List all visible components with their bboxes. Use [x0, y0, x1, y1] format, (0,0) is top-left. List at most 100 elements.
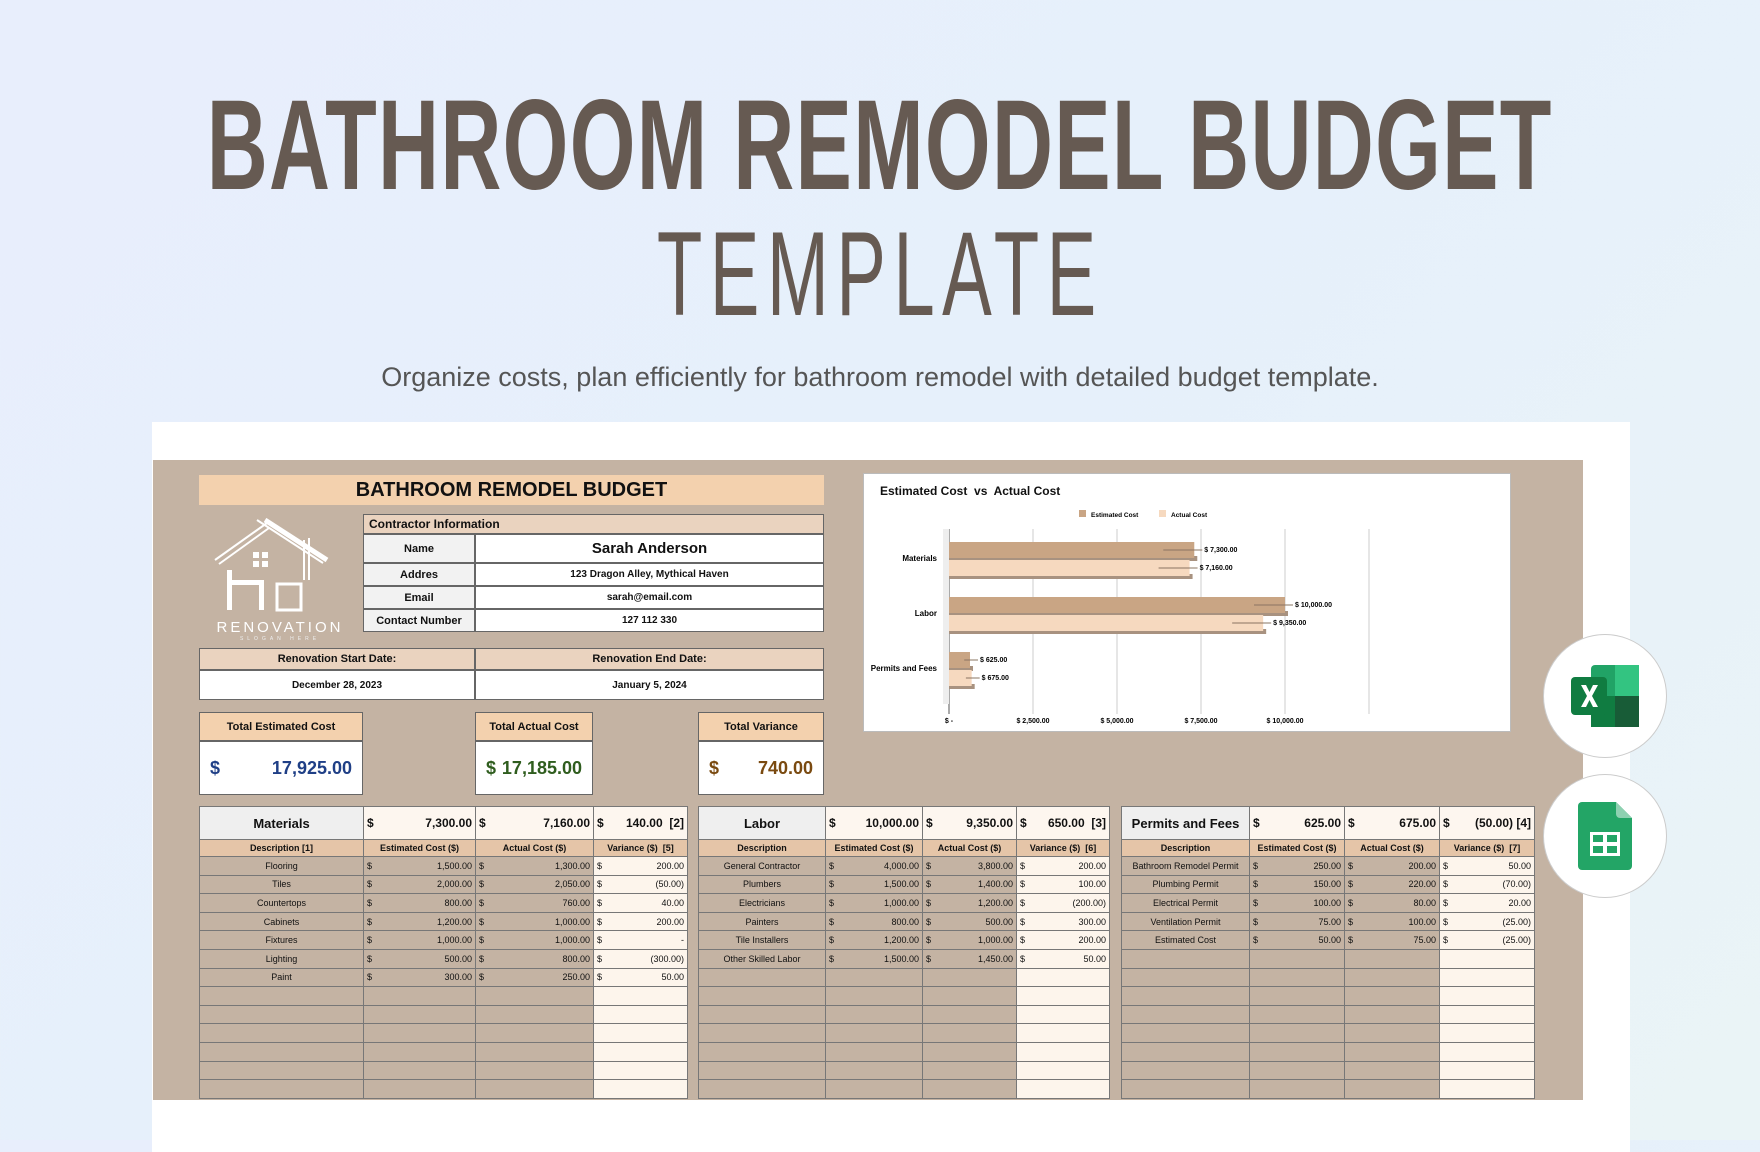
- amount-cell[interactable]: $ (300.00): [593, 948, 688, 969]
- amount-cell[interactable]: [1439, 1023, 1535, 1043]
- description-cell[interactable]: Bathroom Remodel Permit: [1121, 856, 1250, 876]
- amount-cell[interactable]: $ -: [593, 930, 688, 950]
- amount-cell[interactable]: $1,500.00: [825, 948, 923, 969]
- amount-cell[interactable]: $100.00: [1249, 893, 1345, 913]
- amount-cell[interactable]: [1439, 967, 1535, 988]
- amount-cell[interactable]: $1,000.00: [363, 930, 476, 950]
- amount-cell[interactable]: [1016, 1004, 1110, 1025]
- amount-cell[interactable]: $100.00: [1344, 911, 1440, 932]
- amount-cell[interactable]: $1,500.00: [363, 856, 476, 876]
- amount-cell[interactable]: $ (25.00): [1439, 930, 1535, 950]
- amount-cell[interactable]: [922, 967, 1017, 988]
- amount-cell[interactable]: $1,200.00: [363, 911, 476, 932]
- description-cell[interactable]: Plumbing Permit: [1121, 874, 1250, 895]
- amount-cell[interactable]: $1,400.00: [922, 874, 1017, 895]
- amount-cell[interactable]: $50.00: [1439, 856, 1535, 876]
- amount-cell[interactable]: [1439, 986, 1535, 1006]
- amount-cell[interactable]: [475, 1060, 594, 1081]
- amount-cell[interactable]: [922, 1060, 1017, 1081]
- amount-cell[interactable]: $500.00: [922, 911, 1017, 932]
- amount-cell[interactable]: [593, 1041, 688, 1062]
- amount-cell[interactable]: [363, 1004, 476, 1025]
- amount-cell[interactable]: [922, 1041, 1017, 1062]
- description-cell[interactable]: [199, 1023, 364, 1043]
- amount-cell[interactable]: $1,000.00: [475, 911, 594, 932]
- description-cell[interactable]: [199, 986, 364, 1006]
- amount-cell[interactable]: $300.00: [363, 967, 476, 988]
- description-cell[interactable]: [1121, 1041, 1250, 1062]
- amount-cell[interactable]: $ (50.00): [593, 874, 688, 895]
- amount-cell[interactable]: $ (25.00): [1439, 911, 1535, 932]
- description-cell[interactable]: [698, 1023, 826, 1043]
- amount-cell[interactable]: $3,800.00: [922, 856, 1017, 876]
- amount-cell[interactable]: $1,300.00: [475, 856, 594, 876]
- amount-cell[interactable]: [1344, 948, 1440, 969]
- amount-cell[interactable]: [1439, 1041, 1535, 1062]
- description-cell[interactable]: [199, 1060, 364, 1081]
- amount-cell[interactable]: [1344, 967, 1440, 988]
- amount-cell[interactable]: [593, 986, 688, 1006]
- amount-cell[interactable]: [475, 1004, 594, 1025]
- description-cell[interactable]: Tiles: [199, 874, 364, 895]
- amount-cell[interactable]: [593, 1060, 688, 1081]
- amount-cell[interactable]: $4,000.00: [825, 856, 923, 876]
- amount-cell[interactable]: $150.00: [1249, 874, 1345, 895]
- description-cell[interactable]: Countertops: [199, 893, 364, 913]
- amount-cell[interactable]: [1016, 967, 1110, 988]
- amount-cell[interactable]: $300.00: [1016, 911, 1110, 932]
- amount-cell[interactable]: $20.00: [1439, 893, 1535, 913]
- amount-cell[interactable]: [1249, 1004, 1345, 1025]
- amount-cell[interactable]: [1249, 948, 1345, 969]
- amount-cell[interactable]: [1439, 1060, 1535, 1081]
- description-cell[interactable]: [1121, 967, 1250, 988]
- amount-cell[interactable]: [1016, 1060, 1110, 1081]
- amount-cell[interactable]: [1439, 1004, 1535, 1025]
- amount-cell[interactable]: $75.00: [1249, 911, 1345, 932]
- google-sheets-button[interactable]: [1543, 774, 1667, 898]
- excel-button[interactable]: [1543, 634, 1667, 758]
- amount-cell[interactable]: [922, 1004, 1017, 1025]
- amount-cell[interactable]: $1,200.00: [922, 893, 1017, 913]
- description-cell[interactable]: [698, 967, 826, 988]
- amount-cell[interactable]: [1344, 1023, 1440, 1043]
- amount-cell[interactable]: [1344, 1041, 1440, 1062]
- description-cell[interactable]: Painters: [698, 911, 826, 932]
- amount-cell[interactable]: $800.00: [475, 948, 594, 969]
- amount-cell[interactable]: $500.00: [363, 948, 476, 969]
- amount-cell[interactable]: [593, 1004, 688, 1025]
- amount-cell[interactable]: $200.00: [593, 856, 688, 876]
- amount-cell[interactable]: [1344, 1079, 1440, 1099]
- amount-cell[interactable]: $800.00: [825, 911, 923, 932]
- description-cell[interactable]: Other Skilled Labor: [698, 948, 826, 969]
- description-cell[interactable]: Cabinets: [199, 911, 364, 932]
- amount-cell[interactable]: $220.00: [1344, 874, 1440, 895]
- amount-cell[interactable]: [363, 1079, 476, 1099]
- description-cell[interactable]: [698, 986, 826, 1006]
- description-cell[interactable]: [698, 1079, 826, 1099]
- amount-cell[interactable]: $200.00: [593, 911, 688, 932]
- amount-cell[interactable]: $50.00: [1016, 948, 1110, 969]
- amount-cell[interactable]: $2,050.00: [475, 874, 594, 895]
- amount-cell[interactable]: [922, 1023, 1017, 1043]
- amount-cell[interactable]: [1249, 986, 1345, 1006]
- amount-cell[interactable]: $250.00: [475, 967, 594, 988]
- description-cell[interactable]: [1121, 1023, 1250, 1043]
- amount-cell[interactable]: [1249, 1079, 1345, 1099]
- amount-cell[interactable]: [825, 1079, 923, 1099]
- description-cell[interactable]: [1121, 1060, 1250, 1081]
- amount-cell[interactable]: [1439, 948, 1535, 969]
- amount-cell[interactable]: $200.00: [1344, 856, 1440, 876]
- amount-cell[interactable]: $760.00: [475, 893, 594, 913]
- amount-cell[interactable]: [1344, 1004, 1440, 1025]
- description-cell[interactable]: Tile Installers: [698, 930, 826, 950]
- amount-cell[interactable]: $1,000.00: [922, 930, 1017, 950]
- amount-cell[interactable]: [825, 986, 923, 1006]
- amount-cell[interactable]: $200.00: [1016, 856, 1110, 876]
- amount-cell[interactable]: $1,000.00: [475, 930, 594, 950]
- amount-cell[interactable]: $ (70.00): [1439, 874, 1535, 895]
- description-cell[interactable]: Electricians: [698, 893, 826, 913]
- description-cell[interactable]: Paint: [199, 967, 364, 988]
- amount-cell[interactable]: [1344, 986, 1440, 1006]
- amount-cell[interactable]: [825, 1023, 923, 1043]
- description-cell[interactable]: [1121, 948, 1250, 969]
